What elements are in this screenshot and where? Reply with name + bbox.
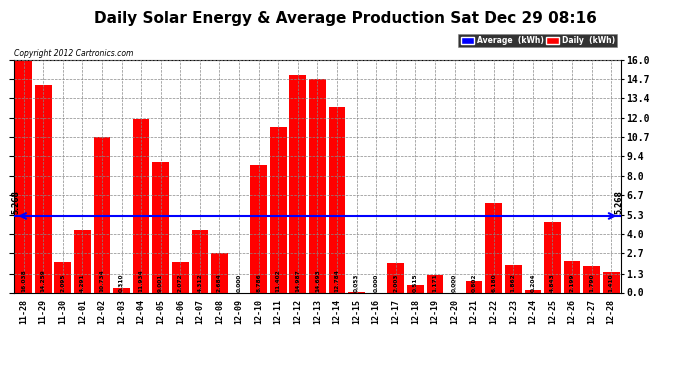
Text: 14.987: 14.987 (295, 269, 300, 292)
Text: 9.001: 9.001 (158, 273, 164, 292)
Text: 4.843: 4.843 (550, 273, 555, 292)
Text: 1.862: 1.862 (511, 273, 515, 292)
Bar (505, 266, 522, 292)
Text: 0.802: 0.802 (471, 273, 477, 292)
Text: 6.180: 6.180 (491, 273, 496, 292)
Bar (583, 267, 600, 292)
Bar (407, 285, 424, 292)
Bar (55, 262, 71, 292)
Bar (485, 203, 502, 292)
Bar (94, 136, 110, 292)
Bar (290, 75, 306, 292)
Bar (603, 272, 620, 292)
Text: 4.312: 4.312 (197, 273, 202, 292)
Bar (113, 288, 130, 292)
Text: 2.199: 2.199 (569, 273, 575, 292)
Text: 14.693: 14.693 (315, 269, 320, 292)
Text: 0.000: 0.000 (237, 273, 241, 292)
Bar (564, 261, 580, 292)
Bar (15, 60, 32, 292)
Text: 1.171: 1.171 (433, 273, 437, 292)
Text: 1.790: 1.790 (589, 273, 594, 292)
Bar (172, 262, 188, 292)
Text: 11.934: 11.934 (139, 269, 144, 292)
Bar (270, 127, 286, 292)
Text: 0.053: 0.053 (354, 273, 359, 292)
Bar (466, 281, 482, 292)
Bar (74, 230, 90, 292)
Text: 14.259: 14.259 (41, 269, 46, 292)
Text: 0.000: 0.000 (452, 273, 457, 292)
Text: 0.000: 0.000 (374, 273, 379, 292)
Text: 5.268: 5.268 (615, 190, 624, 214)
Bar (309, 79, 326, 292)
Text: 0.515: 0.515 (413, 273, 418, 292)
Text: Daily Solar Energy & Average Production Sat Dec 29 08:16: Daily Solar Energy & Average Production … (94, 11, 596, 26)
Text: 2.072: 2.072 (178, 273, 183, 292)
Bar (192, 230, 208, 292)
Bar (544, 222, 561, 292)
Bar (426, 276, 443, 292)
Bar (132, 119, 150, 292)
Bar (152, 162, 169, 292)
Bar (387, 263, 404, 292)
Text: 0.310: 0.310 (119, 273, 124, 292)
Text: 11.402: 11.402 (276, 269, 281, 292)
Text: 16.038: 16.038 (21, 269, 26, 292)
Bar (35, 85, 52, 292)
Text: 5.268: 5.268 (12, 190, 21, 214)
Bar (524, 290, 541, 292)
Bar (328, 107, 345, 292)
Text: 2.095: 2.095 (60, 273, 66, 292)
Text: Copyright 2012 Cartronics.com: Copyright 2012 Cartronics.com (14, 49, 133, 58)
Bar (211, 254, 228, 292)
Text: 4.291: 4.291 (80, 273, 85, 292)
Legend: Average  (kWh), Daily  (kWh): Average (kWh), Daily (kWh) (458, 34, 617, 47)
Text: 12.784: 12.784 (335, 269, 339, 292)
Text: 2.684: 2.684 (217, 273, 222, 292)
Text: 10.734: 10.734 (99, 269, 104, 292)
Text: 1.410: 1.410 (609, 273, 613, 292)
Bar (250, 165, 267, 292)
Text: 0.204: 0.204 (531, 273, 535, 292)
Text: 8.786: 8.786 (256, 273, 261, 292)
Text: 2.003: 2.003 (393, 273, 398, 292)
